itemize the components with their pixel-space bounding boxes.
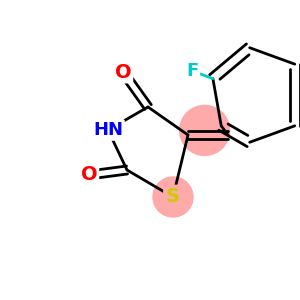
Text: HN: HN xyxy=(93,121,123,139)
Circle shape xyxy=(180,105,230,155)
Text: S: S xyxy=(166,188,180,206)
Circle shape xyxy=(153,177,193,217)
Text: O: O xyxy=(115,62,131,82)
Text: O: O xyxy=(81,166,97,184)
Text: F: F xyxy=(186,62,198,80)
